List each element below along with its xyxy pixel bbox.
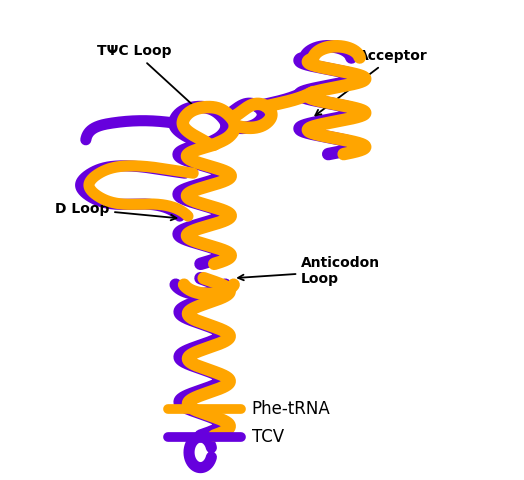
Text: Phe-tRNA: Phe-tRNA — [252, 400, 330, 419]
Text: TCV: TCV — [252, 428, 283, 446]
Text: TΨC Loop: TΨC Loop — [97, 45, 199, 110]
Text: Acceptor: Acceptor — [315, 49, 428, 115]
Text: Anticodon
Loop: Anticodon Loop — [238, 256, 380, 286]
Text: D Loop: D Loop — [55, 202, 177, 220]
